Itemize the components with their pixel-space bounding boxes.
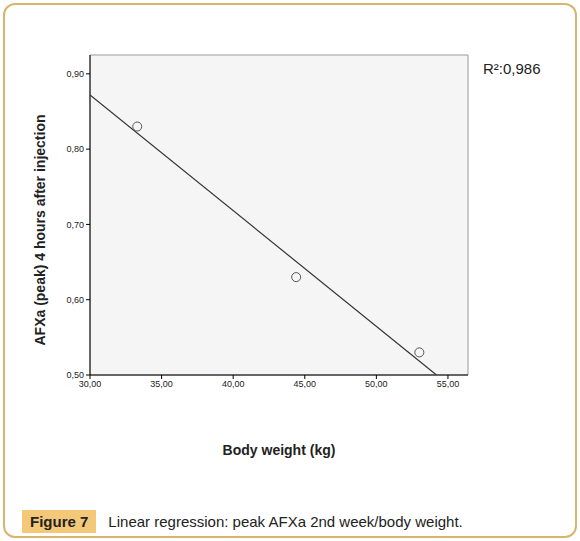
svg-text:0,70: 0,70 — [66, 220, 84, 230]
svg-text:0,50: 0,50 — [66, 370, 84, 380]
svg-text:35,00: 35,00 — [150, 379, 173, 389]
svg-text:0,90: 0,90 — [66, 69, 84, 79]
svg-text:0,60: 0,60 — [66, 295, 84, 305]
svg-text:55,00: 55,00 — [437, 379, 460, 389]
svg-text:40,00: 40,00 — [222, 379, 245, 389]
svg-text:30,00: 30,00 — [79, 379, 102, 389]
html-text:Figure 7: Figure 7 — [30, 513, 89, 530]
html-text:AFXa (peak) 4 hours after inje: AFXa (peak) 4 hours after injection — [32, 114, 48, 346]
svg-text:45,00: 45,00 — [294, 379, 317, 389]
html-text:Body weight (kg): Body weight (kg) — [222, 442, 336, 458]
html-text:Linear regression: peak AFXa 2: Linear regression: peak AFXa 2nd week/bo… — [108, 513, 463, 530]
svg-text:0,80: 0,80 — [66, 144, 84, 154]
html-text:R²:0,986: R²:0,986 — [483, 60, 541, 77]
svg-text:50,00: 50,00 — [365, 379, 388, 389]
